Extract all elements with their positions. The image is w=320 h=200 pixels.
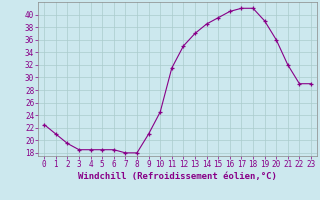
X-axis label: Windchill (Refroidissement éolien,°C): Windchill (Refroidissement éolien,°C) (78, 172, 277, 181)
